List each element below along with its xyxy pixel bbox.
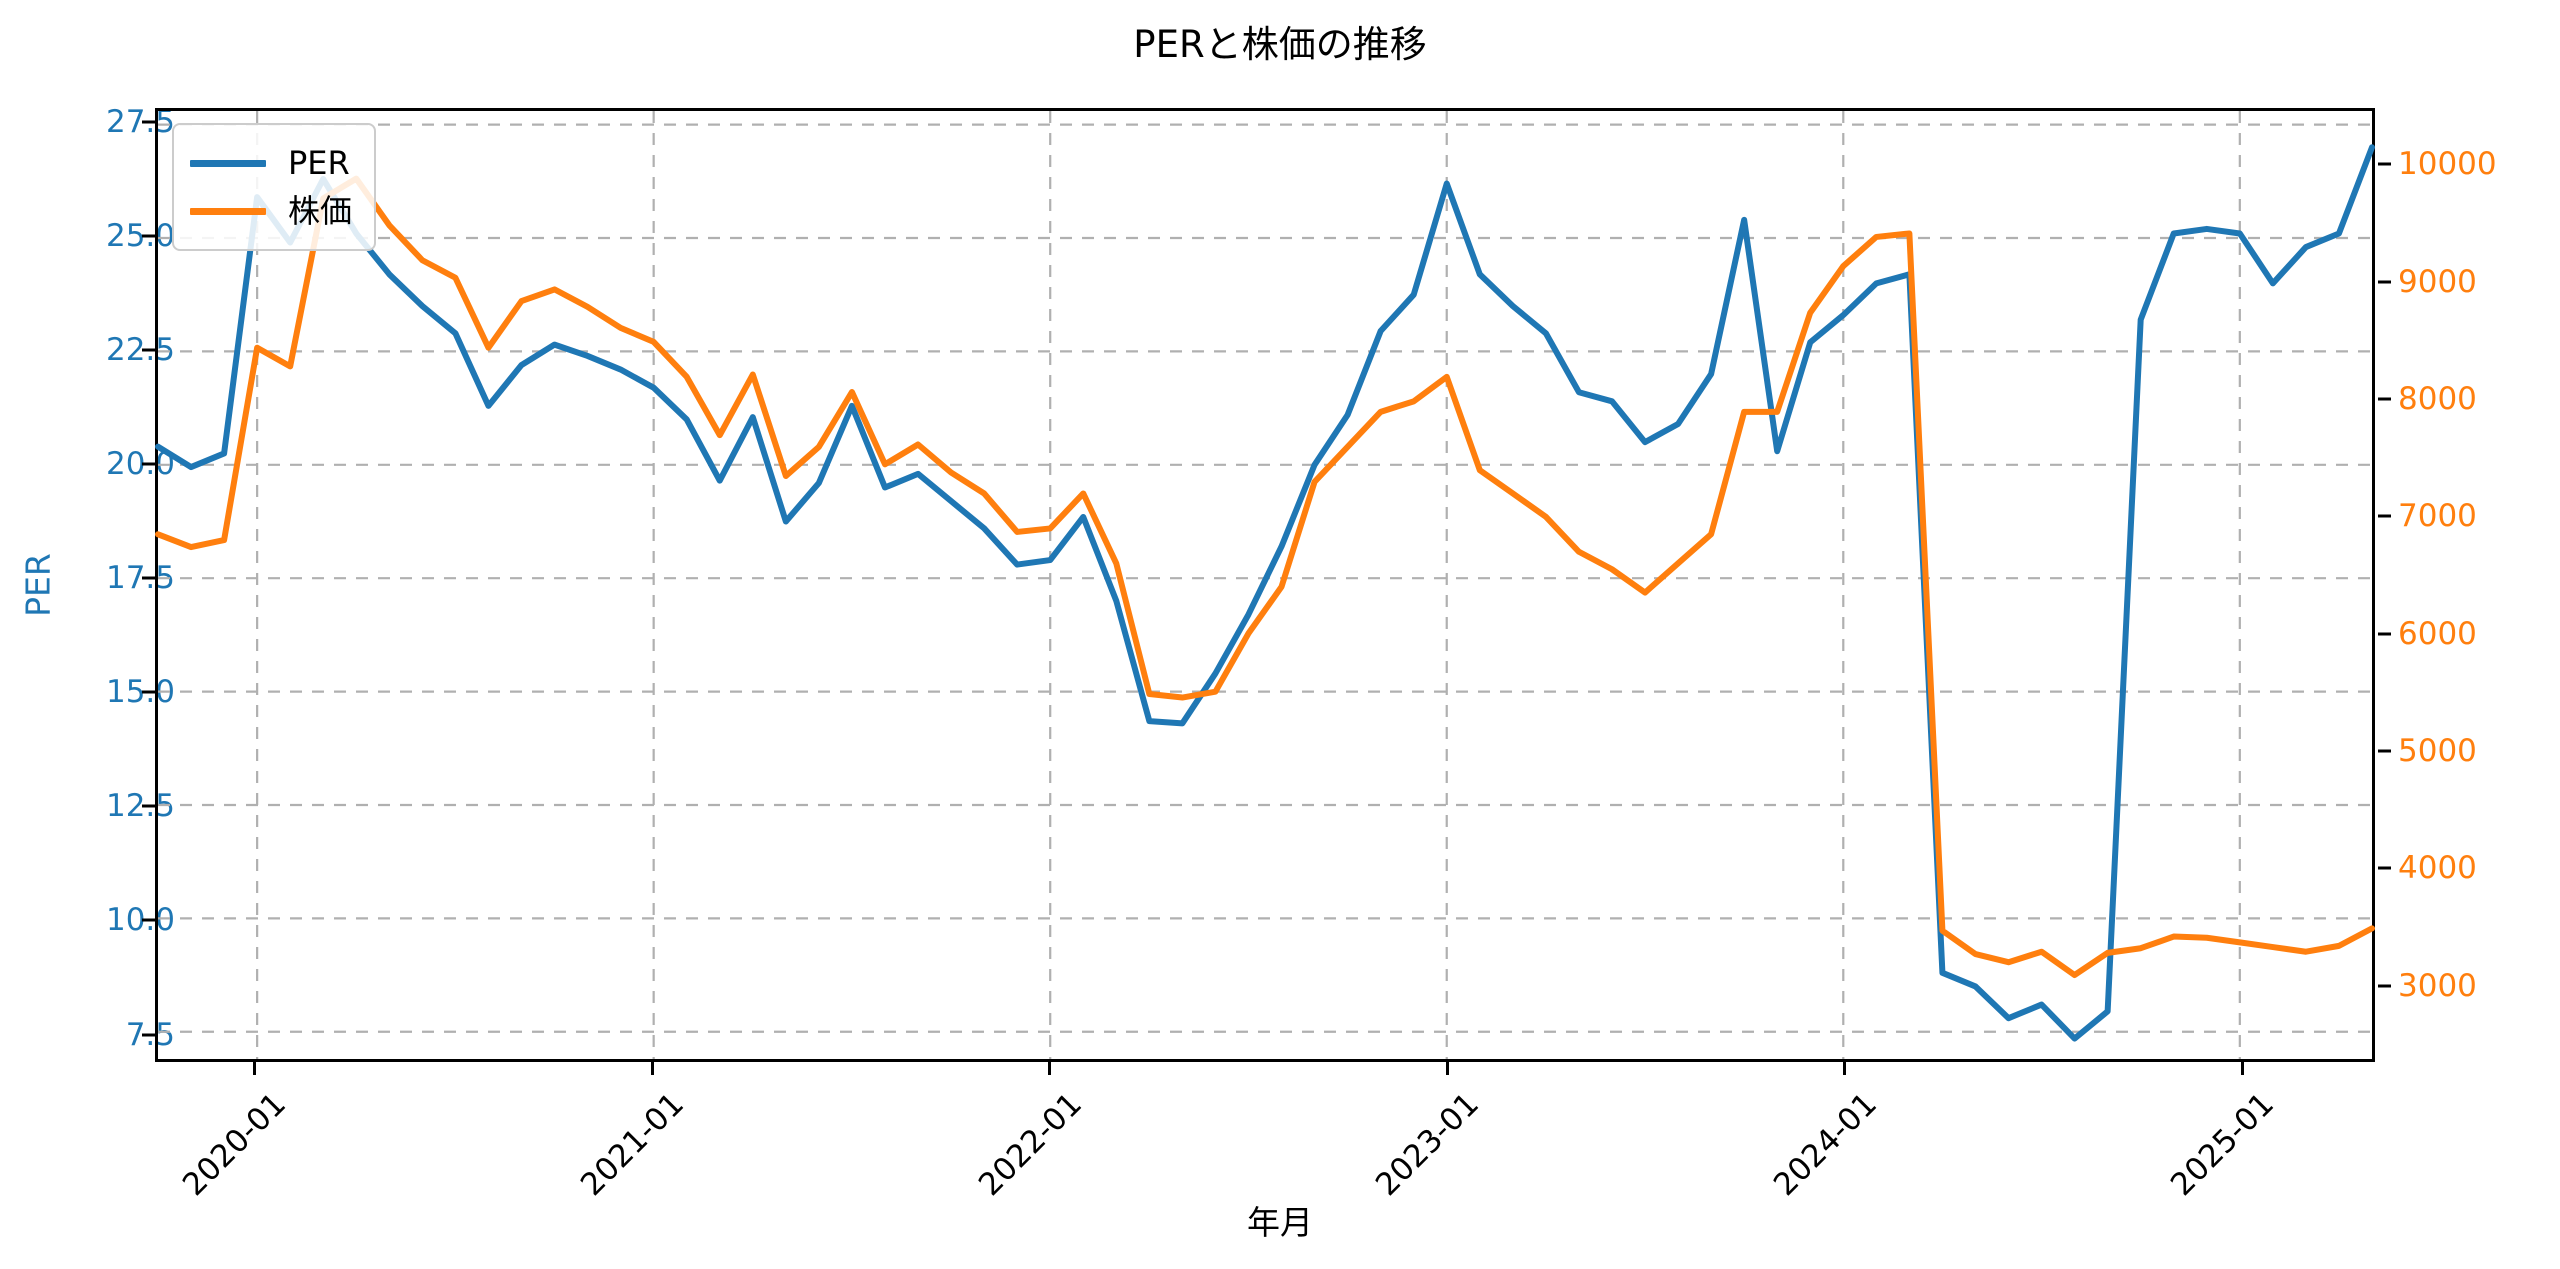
left-axis-tick-label: 25.0 — [105, 217, 175, 254]
x-axis-tick-mark — [1843, 1062, 1847, 1075]
left-axis-tick-mark — [142, 348, 155, 352]
right-axis-tick-label: 9000 — [2398, 263, 2477, 300]
x-axis-tick-label: 2024-01 — [1766, 1086, 1884, 1204]
left-axis-tick-mark — [142, 234, 155, 238]
right-axis-tick-mark — [2378, 984, 2391, 988]
x-axis-label: 年月 — [1247, 1203, 1313, 1242]
left-axis-tick-mark — [142, 120, 155, 124]
right-axis-tick-label: 3000 — [2398, 967, 2477, 1004]
right-axis-tick-label: 5000 — [2398, 733, 2477, 770]
right-axis-label-wrapper: 株価（円） — [2500, 108, 2560, 1062]
x-axis-tick-label: 2023-01 — [1369, 1086, 1487, 1204]
x-axis-tick-label: 2020-01 — [176, 1086, 294, 1204]
left-axis-tick-label: 22.5 — [105, 331, 175, 368]
chart-title: PERと株価の推移 — [1133, 23, 1427, 66]
left-axis-tick-mark — [142, 576, 155, 580]
left-axis-tick-mark — [142, 462, 155, 466]
left-axis-tick-mark — [142, 690, 155, 694]
right-axis-tick-mark — [2378, 280, 2391, 284]
x-axis-tick-label: 2025-01 — [2164, 1086, 2282, 1204]
right-axis-tick-mark — [2378, 632, 2391, 636]
legend-swatch-per — [190, 159, 266, 167]
left-axis-tick-label: 12.5 — [105, 788, 175, 825]
left-axis-tick-mark — [142, 804, 155, 808]
right-axis-tick-label: 8000 — [2398, 381, 2477, 417]
left-axis-label: PER — [18, 553, 58, 617]
left-axis-tick-mark — [142, 918, 155, 922]
data-layer — [158, 111, 2372, 1059]
legend-item-stock[interactable]: 株価 — [190, 187, 352, 235]
x-axis-tick-mark — [1445, 1062, 1449, 1075]
right-axis-tick-label: 6000 — [2398, 615, 2477, 652]
left-axis-tick-label: 10.0 — [105, 902, 175, 939]
right-axis-tick-label: 7000 — [2398, 498, 2477, 535]
legend-label-per: PER — [288, 144, 350, 182]
right-axis-tick-label: 10000 — [2398, 146, 2497, 183]
x-axis-tick-label: 2021-01 — [573, 1086, 691, 1204]
x-axis-tick-mark — [650, 1062, 654, 1075]
plot-area: PER 株価 — [155, 108, 2375, 1062]
x-axis-tick-label: 2022-01 — [971, 1086, 1089, 1204]
legend-item-per[interactable]: PER — [190, 139, 352, 187]
right-axis-tick-mark — [2378, 749, 2391, 753]
right-axis-tick-mark — [2378, 866, 2391, 870]
right-axis-tick-mark — [2378, 514, 2391, 518]
left-axis-label-wrapper: PER — [0, 108, 60, 1062]
left-axis-tick-mark — [142, 1033, 155, 1037]
x-axis-tick-mark — [2240, 1062, 2244, 1075]
chart-legend[interactable]: PER 株価 — [172, 123, 377, 251]
right-axis-tick-mark — [2378, 162, 2391, 166]
x-axis-tick-mark — [1048, 1062, 1052, 1075]
legend-label-stock: 株価 — [288, 192, 353, 230]
x-axis-tick-mark — [252, 1062, 256, 1075]
legend-swatch-stock — [190, 207, 266, 215]
right-axis-tick-mark — [2378, 397, 2391, 401]
right-axis-tick-label: 4000 — [2398, 850, 2477, 887]
